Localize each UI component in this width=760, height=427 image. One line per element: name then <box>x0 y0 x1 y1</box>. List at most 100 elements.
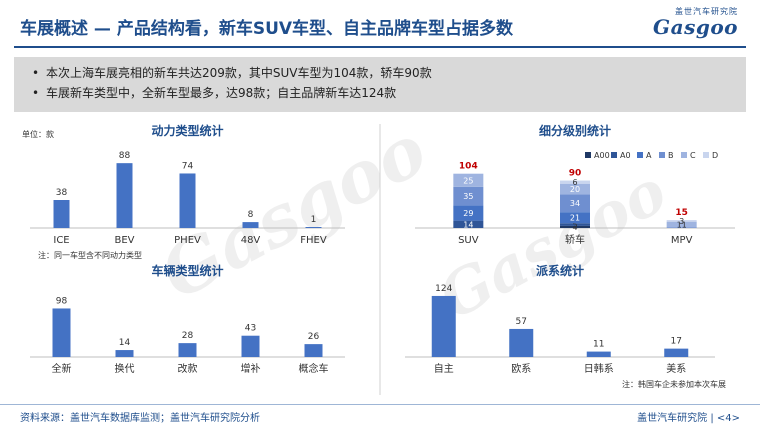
total-label: 15 <box>675 208 688 218</box>
chart-title: 车辆类型统计 <box>151 263 223 278</box>
chart-note: 注：韩国车企未参加本次车展 <box>622 379 726 389</box>
data-label: 17 <box>671 337 682 347</box>
segment-label: 14 <box>463 220 473 229</box>
segment-label: 11 <box>677 221 687 230</box>
segment-label: 34 <box>570 199 580 208</box>
footer: 资料来源：盖世汽车数据库监测；盖世汽车研究院分析 盖世汽车研究院 | <4> <box>0 404 760 427</box>
bar <box>586 351 611 357</box>
bar <box>178 343 197 357</box>
logo-wordmark: Gasgoo <box>653 15 738 39</box>
legend-swatch <box>637 152 643 158</box>
chart-title: 动力类型统计 <box>151 123 223 138</box>
legend-label: A00 <box>594 151 610 160</box>
x-tick-label: MPV <box>671 235 693 246</box>
data-label: 26 <box>308 332 320 342</box>
data-label: 74 <box>182 161 194 171</box>
x-tick-label: 48V <box>241 235 261 246</box>
stacked-segment <box>666 221 697 228</box>
x-tick-label: SUV <box>458 235 479 246</box>
bar <box>664 348 689 357</box>
stacked-segment <box>560 225 590 228</box>
stacked-segment <box>666 227 697 228</box>
footer-page: 盖世汽车研究院 | <4> <box>637 413 740 424</box>
x-tick-label: 改款 <box>178 362 198 375</box>
segment-label: 20 <box>570 185 580 194</box>
data-label: 98 <box>56 296 68 306</box>
stacked-segment <box>560 194 590 213</box>
bar <box>179 173 196 228</box>
x-tick-label: 美系 <box>666 362 686 375</box>
legend-swatch <box>681 152 687 158</box>
chart-title: 细分级别统计 <box>539 123 611 138</box>
legend-swatch <box>585 152 591 158</box>
chart-title: 派系统计 <box>536 263 584 278</box>
segment-label: 25 <box>463 176 473 185</box>
x-tick-label: 增补 <box>241 362 261 375</box>
segment-label: 6 <box>572 178 577 187</box>
data-label: 1 <box>311 215 317 225</box>
bar <box>241 335 260 357</box>
bar <box>242 222 259 228</box>
legend-label: C <box>690 151 696 160</box>
x-tick-label: BEV <box>114 235 134 246</box>
summary-bullet: 本次上海车展亮相的新车共达209款，其中SUV车型为104款，轿车90款 <box>32 63 746 83</box>
stacked-segment <box>560 180 590 184</box>
x-tick-label: 欧系 <box>511 363 531 375</box>
total-label: 104 <box>459 162 478 172</box>
x-tick-label: FHEV <box>300 235 327 246</box>
unit-label: 单位：款 <box>22 129 54 139</box>
stacked-segment <box>453 173 484 187</box>
legend-label: A <box>646 151 652 160</box>
bar <box>305 227 322 228</box>
x-tick-label: PHEV <box>174 235 201 246</box>
x-tick-label: 换代 <box>115 362 135 375</box>
bar <box>115 350 134 357</box>
legend-label: D <box>712 151 718 160</box>
stacked-segment <box>666 220 697 222</box>
bar <box>431 295 456 357</box>
data-label: 88 <box>119 151 131 161</box>
data-label: 14 <box>119 338 131 348</box>
stacked-segment <box>560 223 590 226</box>
charts-layer: 动力类型统计 ICE 38 BEV 88 PHEV 74 48V 8 FHEV 1 单位：款注：同一车… <box>22 123 735 389</box>
segment-label: 21 <box>570 214 580 223</box>
legend-swatch <box>611 152 617 158</box>
legend-swatch <box>659 152 665 158</box>
summary-bullet: 车展新车类型中，全新车型最多，达98款；自主品牌新车达124款 <box>32 83 746 103</box>
x-tick-label: ICE <box>53 235 69 246</box>
segment-label: 3 <box>679 217 684 226</box>
data-label: 28 <box>182 331 194 341</box>
legend-label: B <box>668 151 674 160</box>
segment-label: 29 <box>463 209 473 218</box>
data-label: 38 <box>56 188 68 198</box>
legend-label: A0 <box>620 151 631 160</box>
segment-label: 35 <box>463 192 473 201</box>
bar <box>52 308 71 357</box>
x-tick-label: 自主 <box>434 362 454 375</box>
data-label: 57 <box>516 317 527 327</box>
gasgoo-logo: 盖世汽车研究院 Gasgoo <box>618 6 738 40</box>
summary-box: 本次上海车展亮相的新车共达209款，其中SUV车型为104款，轿车90款 车展新… <box>14 57 746 112</box>
total-label: 90 <box>569 169 582 179</box>
segment-label: 5 <box>572 221 577 230</box>
stacked-segment <box>560 212 590 224</box>
bar <box>509 328 534 357</box>
chart-note: 注：同一车型含不同动力类型 <box>38 250 142 260</box>
bar <box>116 163 133 228</box>
header-divider <box>14 46 746 48</box>
legend-swatch <box>703 152 709 158</box>
x-tick-label: 轿车 <box>565 233 585 246</box>
x-tick-label: 全新 <box>52 362 72 375</box>
bar <box>304 344 323 357</box>
data-label: 43 <box>245 324 256 334</box>
data-label: 124 <box>435 284 452 294</box>
page-title: 车展概述 — 产品结构看，新车SUV车型、自主品牌车型占据多数 <box>20 19 514 39</box>
stacked-segment <box>453 220 484 228</box>
data-label: 11 <box>593 340 604 350</box>
stacked-segment <box>453 205 484 221</box>
segment-label: 4 <box>572 223 577 232</box>
footer-source: 资料来源：盖世汽车数据库监测；盖世汽车研究院分析 <box>20 413 260 424</box>
stacked-segment <box>560 183 590 195</box>
x-tick-label: 日韩系 <box>584 362 614 375</box>
